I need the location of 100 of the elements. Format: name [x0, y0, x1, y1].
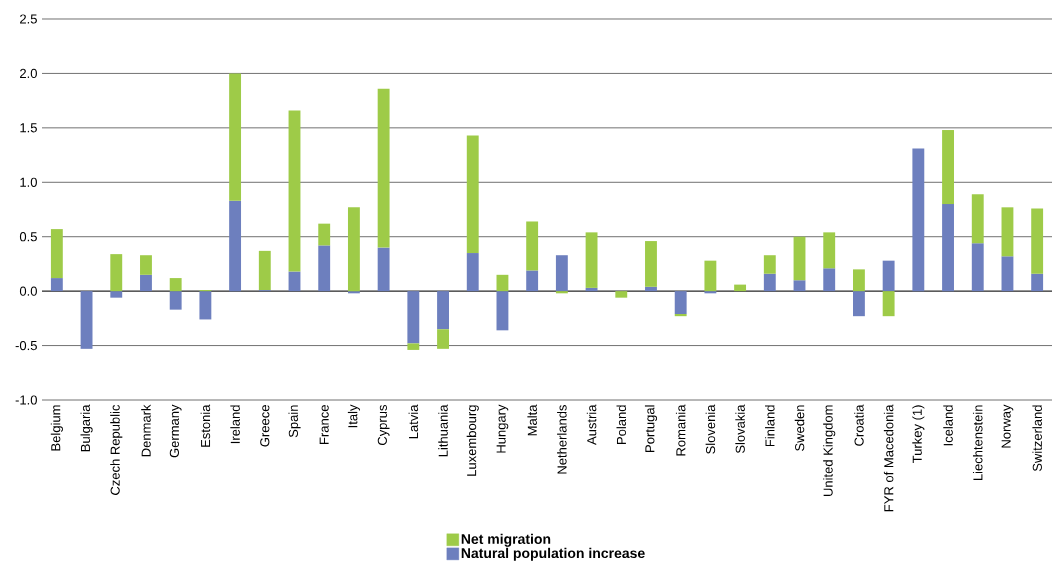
- y-tick-label: 1.0: [20, 177, 37, 187]
- x-tick-label: Finland: [765, 405, 775, 447]
- bar: [347, 291, 360, 294]
- bar: [585, 232, 598, 288]
- bar: [437, 291, 449, 330]
- bar: [852, 269, 865, 292]
- bar: [80, 291, 93, 349]
- bar: [407, 291, 420, 344]
- bar: [169, 278, 182, 292]
- x-tick-label: Italy: [347, 404, 360, 428]
- x-tick-label: Austria: [586, 404, 597, 445]
- bar: [347, 207, 360, 292]
- x-tick-label: Latvia: [408, 404, 419, 439]
- y-tick-label: -0.5: [15, 340, 37, 351]
- bar: [169, 291, 182, 310]
- bar: [526, 221, 539, 271]
- bar: [199, 291, 212, 320]
- bar: [1001, 207, 1014, 257]
- bar: [288, 271, 301, 292]
- bar: [1031, 273, 1044, 292]
- x-tick-label: Sweden: [794, 405, 805, 451]
- x-tick-label: Poland: [616, 405, 627, 444]
- x-tick-label: Ireland: [230, 405, 240, 444]
- bar: [318, 223, 331, 246]
- x-tick-label: France: [319, 405, 329, 444]
- y-tick-label: 0.0: [19, 286, 37, 296]
- x-tick-label: Switzerland: [1032, 405, 1042, 472]
- bar: [763, 255, 776, 274]
- x-tick-label: Slovenia: [705, 404, 716, 454]
- bar: [823, 268, 836, 292]
- x-tick-label: United Kingdom: [823, 405, 836, 497]
- bar: [1001, 256, 1014, 292]
- bar: [555, 291, 568, 294]
- legend-label: Net migration: [461, 533, 551, 547]
- bar: [229, 73, 242, 201]
- bar: [645, 241, 657, 287]
- bar: [793, 236, 806, 281]
- bar: [50, 229, 63, 279]
- bar: [674, 314, 687, 317]
- bar: [852, 291, 865, 317]
- x-tick-label: Czech Republic: [110, 404, 123, 495]
- bar: [377, 88, 390, 248]
- x-tick-label: Luxembourg: [466, 405, 479, 476]
- bar: [971, 243, 984, 292]
- x-tick-label: FYR of Macedonia: [883, 404, 894, 512]
- bar: [585, 287, 598, 292]
- x-tick-label: Liechtenstein: [972, 405, 983, 481]
- x-tick-label: Netherlands: [557, 405, 567, 474]
- bar: [140, 274, 152, 292]
- bar: [882, 260, 895, 292]
- y-tick-label: 2.5: [20, 14, 37, 24]
- bar: [704, 291, 717, 294]
- bar: [496, 291, 509, 331]
- x-tick-label: Lithuania: [438, 404, 448, 457]
- x-tick-label: Belgium: [50, 405, 63, 451]
- bar: [110, 291, 123, 298]
- bar: [229, 200, 242, 292]
- bar: [110, 254, 123, 292]
- bar: [496, 274, 509, 292]
- bar: [912, 148, 925, 292]
- x-tick-label: Spain: [288, 405, 301, 438]
- y-tick-label: 1.5: [20, 123, 37, 133]
- bar: [1031, 208, 1044, 274]
- bar: [318, 245, 331, 292]
- bar: [555, 255, 568, 292]
- y-tick-label: 2.0: [20, 68, 37, 79]
- x-tick-label: Iceland: [943, 405, 953, 446]
- bar: [437, 329, 449, 349]
- bar: [674, 291, 687, 314]
- x-tick-label: Portugal: [644, 405, 658, 452]
- x-tick-label: Malta: [527, 404, 537, 436]
- bar: [704, 260, 717, 292]
- x-tick-label: Denmark: [141, 404, 151, 457]
- x-tick-label: Turkey (1): [912, 405, 925, 463]
- bar: [258, 250, 271, 291]
- x-tick-label: Estonia: [200, 404, 211, 447]
- bar: [942, 204, 954, 292]
- bar: [466, 253, 479, 292]
- bar: [942, 130, 954, 205]
- bar: [526, 270, 539, 292]
- x-tick-label: Slovakia: [735, 404, 745, 454]
- bar: [793, 280, 806, 292]
- bar: [882, 291, 895, 317]
- x-tick-label: Croatia: [854, 404, 864, 446]
- bar: [645, 286, 657, 292]
- bar: [615, 291, 628, 298]
- y-tick-label: 0.5: [19, 232, 37, 242]
- x-tick-label: Greece: [260, 405, 270, 447]
- bar: [763, 273, 776, 292]
- bar: [50, 278, 63, 292]
- bar: [377, 247, 390, 292]
- bar: [140, 255, 152, 275]
- x-tick-label: Cyprus: [377, 405, 390, 446]
- bar: [823, 232, 836, 269]
- bar: [971, 194, 984, 244]
- x-tick-label: Romania: [675, 404, 686, 456]
- bar: [734, 284, 747, 292]
- bar: [407, 343, 420, 350]
- legend-label: Natural population increase: [461, 547, 645, 561]
- x-tick-label: Norway: [1001, 404, 1014, 448]
